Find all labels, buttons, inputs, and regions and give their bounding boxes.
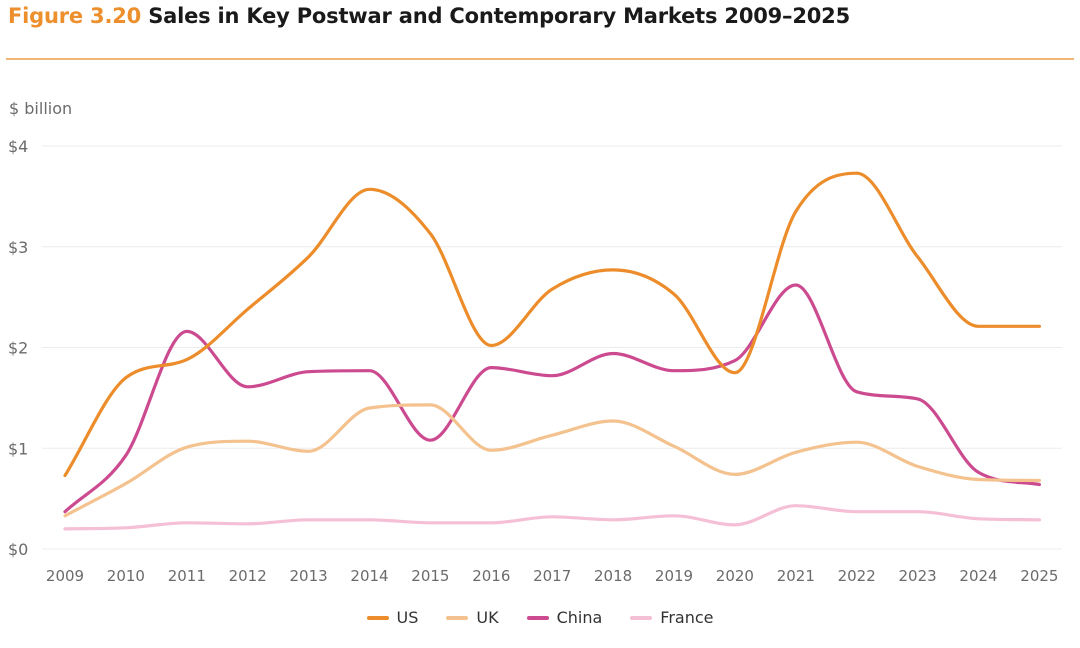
x-tick-label: 2009 [46,567,84,585]
x-tick-label: 2011 [168,567,206,585]
figure-title: Sales in Key Postwar and Contemporary Ma… [148,4,851,28]
x-tick-label: 2022 [838,567,876,585]
legend-swatch [446,615,469,620]
legend-item-uk: UK [446,608,499,627]
y-tick-label: $4 [8,137,28,156]
legend-swatch [526,615,549,620]
x-tick-label: 2010 [107,567,145,585]
title-divider [6,58,1074,60]
x-tick-label: 2024 [959,567,997,585]
series-line-france [63,504,1041,531]
legend-label: France [660,608,714,627]
legend-swatch [366,615,389,620]
x-tick-label: 2017 [533,567,571,585]
x-tick-label: 2013 [290,567,328,585]
legend-label: US [396,608,419,627]
x-tick-label: 2019 [655,567,693,585]
x-tick-label: 2018 [594,567,632,585]
x-tick-label: 2015 [411,567,449,585]
x-tick-label: 2021 [777,567,815,585]
legend-item-us: US [366,608,419,627]
x-tick-label: 2023 [899,567,937,585]
legend-label: UK [476,608,499,627]
y-tick-label: $2 [8,339,28,358]
series-line-us [63,171,1041,478]
series-line-china [63,283,1041,514]
x-tick-label: 2016 [472,567,510,585]
x-tick-label: 2014 [350,567,388,585]
chart-title: Figure 3.20 Sales in Key Postwar and Con… [8,4,850,28]
legend-label: China [556,608,603,627]
y-tick-label: $0 [8,540,28,559]
legend-item-china: China [526,608,603,627]
y-tick-label: $3 [8,238,28,257]
legend: US UK China France [0,608,1080,627]
legend-item-france: France [630,608,713,627]
series-line-uk [63,403,1041,518]
x-tick-label: 2025 [1020,567,1058,585]
x-tick-label: 2012 [229,567,267,585]
y-axis-label: $ billion [9,99,72,118]
figure-label: Figure 3.20 [8,4,142,28]
x-tick-label: 2020 [716,567,754,585]
legend-swatch [630,615,653,620]
y-tick-label: $1 [8,439,28,458]
